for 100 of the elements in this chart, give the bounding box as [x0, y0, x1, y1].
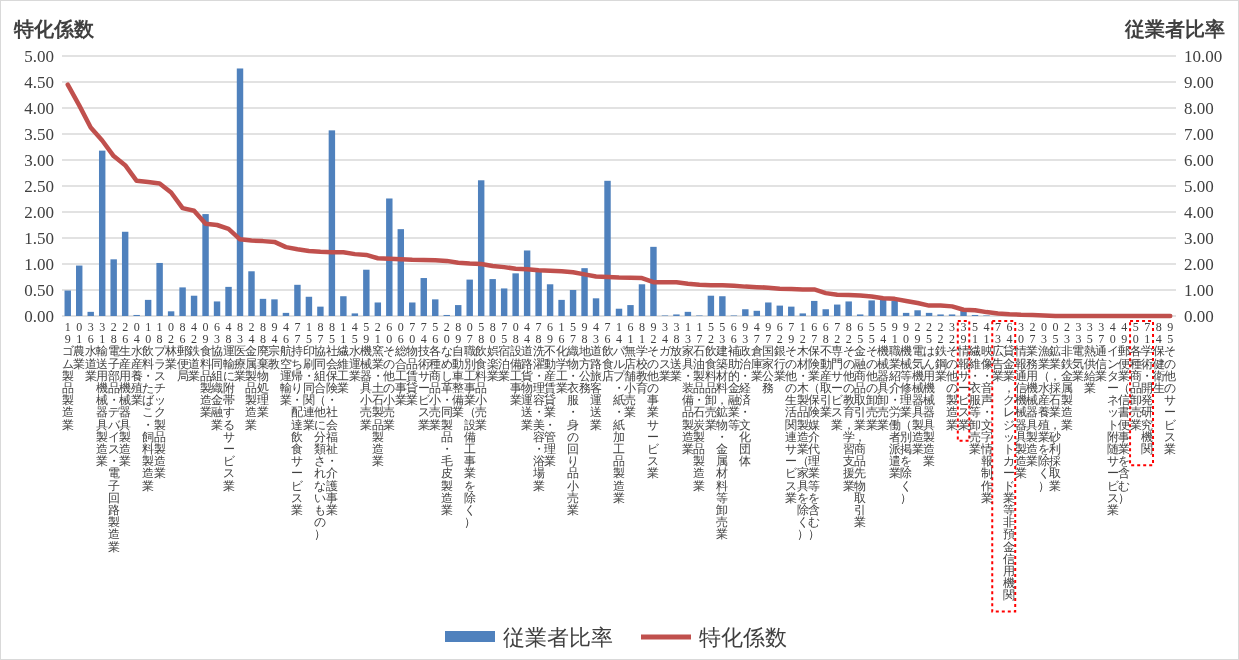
- bar: [282, 312, 290, 316]
- category-label: 59機械器具小売業: [360, 320, 373, 432]
- category-label: 49郵便業（信書便事業を含む）: [1118, 320, 1131, 505]
- bar: [167, 311, 175, 316]
- x-tick-label: 38放送業: [670, 320, 683, 383]
- bar: [627, 305, 634, 316]
- y2-tick-label: 7.00: [1184, 125, 1214, 144]
- category-label: 60その他の小売業: [383, 320, 396, 432]
- bar: [707, 295, 715, 316]
- category-label: 41映像・音声・文字情報制作業: [980, 320, 993, 505]
- category-label: 63協同組織金融業: [211, 320, 224, 432]
- y2-tick-label: 3.00: [1184, 229, 1214, 248]
- bar: [455, 305, 462, 316]
- bar: [581, 268, 588, 316]
- category-label: 87協同組合（他に分類されないもの）: [314, 320, 327, 542]
- bar: [822, 309, 829, 316]
- y-tick-label: 4.00: [24, 99, 54, 118]
- bar: [202, 214, 209, 316]
- bar: [110, 259, 117, 316]
- category-label: 29電気機械器具製造業: [911, 320, 924, 456]
- category-label: 44道路貨物運送業: [521, 320, 534, 432]
- x-tick-label: 70物品賃貸業: [406, 320, 419, 408]
- bar: [558, 299, 565, 316]
- bar: [64, 290, 71, 316]
- x-tick-label: 68不動産取引業: [819, 320, 832, 420]
- x-tick-label: 61無店舗小売業: [624, 320, 637, 420]
- bar: [236, 68, 244, 316]
- y-tick-label: 0.00: [24, 307, 54, 326]
- category-label: 93政治・経済・文化団体: [739, 320, 752, 469]
- x-tick-label: 22鉄鋼業: [934, 320, 947, 383]
- category-label: 25はん用機械器具製造業: [923, 320, 936, 469]
- category-label: 07職別工事業（設備工事業を除く）: [463, 320, 476, 530]
- y-tick-label: 1.00: [24, 255, 54, 274]
- bar: [225, 286, 232, 316]
- category-label: 05鉱業，採石業，砂利採取業: [1049, 320, 1062, 493]
- category-label: 57織物・衣服・身の回り品小売業: [567, 320, 580, 517]
- bar: [156, 262, 163, 316]
- category-label: 31輸送用機械器具製造業: [96, 320, 109, 469]
- category-label: 74技術サービス業: [417, 320, 430, 432]
- bar: [87, 311, 94, 316]
- bar: [925, 312, 933, 316]
- x-tick-label: 42鉄道業: [188, 320, 201, 383]
- x-tick-label: 76飲食店: [601, 320, 614, 383]
- bar: [386, 198, 393, 316]
- bar: [776, 305, 783, 316]
- bar: [420, 278, 427, 316]
- bar: [891, 300, 898, 316]
- x-tick-label: 16化学工業: [555, 320, 568, 395]
- x-tick-label: 09食料品製造業: [199, 320, 212, 420]
- category-label: 51繊維・衣服等卸売業: [969, 320, 982, 456]
- bar: [650, 246, 657, 316]
- y-tick-label: 3.50: [24, 125, 54, 144]
- bar: [76, 265, 83, 316]
- bar: [144, 299, 152, 316]
- bar: [409, 302, 416, 316]
- category-label: 54機械器具卸売業: [877, 320, 890, 432]
- bar: [535, 270, 542, 316]
- x-tick-label: 97国家公務: [762, 320, 775, 395]
- y-axis-title: 特化係数: [13, 18, 95, 40]
- bar: [121, 231, 129, 316]
- bar: [868, 300, 875, 316]
- x-tick-label: 33電気業: [1072, 320, 1085, 383]
- legend-label: 従業者比率: [503, 625, 613, 650]
- category-label: 26生産用機械器具製造業: [119, 320, 132, 469]
- x-tick-label: 45水運業: [348, 320, 361, 383]
- y2-tick-label: 0.00: [1184, 307, 1214, 326]
- category-label: 27業務用機械器具製造業: [1026, 320, 1039, 469]
- bar: [569, 290, 577, 316]
- bar: [902, 312, 910, 316]
- y-tick-label: 5.00: [24, 47, 54, 66]
- y-tick-label: 3.00: [24, 151, 54, 170]
- category-label: 18プラスチック製品製造業: [153, 320, 166, 481]
- category-label: 43道路旅客運送業: [590, 320, 603, 432]
- category-label: 65金融商品取引業，商品先物取引業: [854, 320, 867, 530]
- y2-tick-label: 9.00: [1184, 73, 1214, 92]
- x-tick-label: 02林業: [164, 320, 178, 371]
- bar: [811, 300, 818, 316]
- legend-label: 特化係数: [699, 625, 787, 650]
- bar: [719, 296, 726, 316]
- category-label: 28電子部品・デバイス・電子回路製造業: [107, 320, 120, 554]
- bar: [592, 298, 600, 316]
- category-label: 53建築材料，鉱物・金属材料等卸売業: [716, 320, 729, 542]
- y2-axis-title: 従業者比率: [1124, 18, 1225, 40]
- bar: [305, 296, 313, 316]
- category-label: 95その他のサービス業: [1164, 320, 1177, 456]
- bar: [248, 271, 255, 316]
- y2-tick-label: 8.00: [1184, 99, 1214, 118]
- category-label: 10飲料・たばこ・飼料製造業: [142, 320, 155, 493]
- bar: [190, 295, 198, 316]
- bar: [500, 288, 508, 316]
- x-tick-label: 04水産養殖業: [130, 320, 143, 408]
- y-tick-label: 1.50: [24, 229, 54, 248]
- bar: [765, 302, 772, 316]
- x-tick-label: 84保健衛生: [1152, 320, 1165, 395]
- x-tick-label: 01農業: [73, 320, 86, 371]
- bar: [604, 180, 611, 316]
- category-label: 82その他の教育，学習支援業: [842, 320, 855, 493]
- y2-tick-label: 1.00: [1184, 281, 1214, 300]
- bar: [845, 301, 852, 316]
- y2-tick-label: 4.00: [1184, 203, 1214, 222]
